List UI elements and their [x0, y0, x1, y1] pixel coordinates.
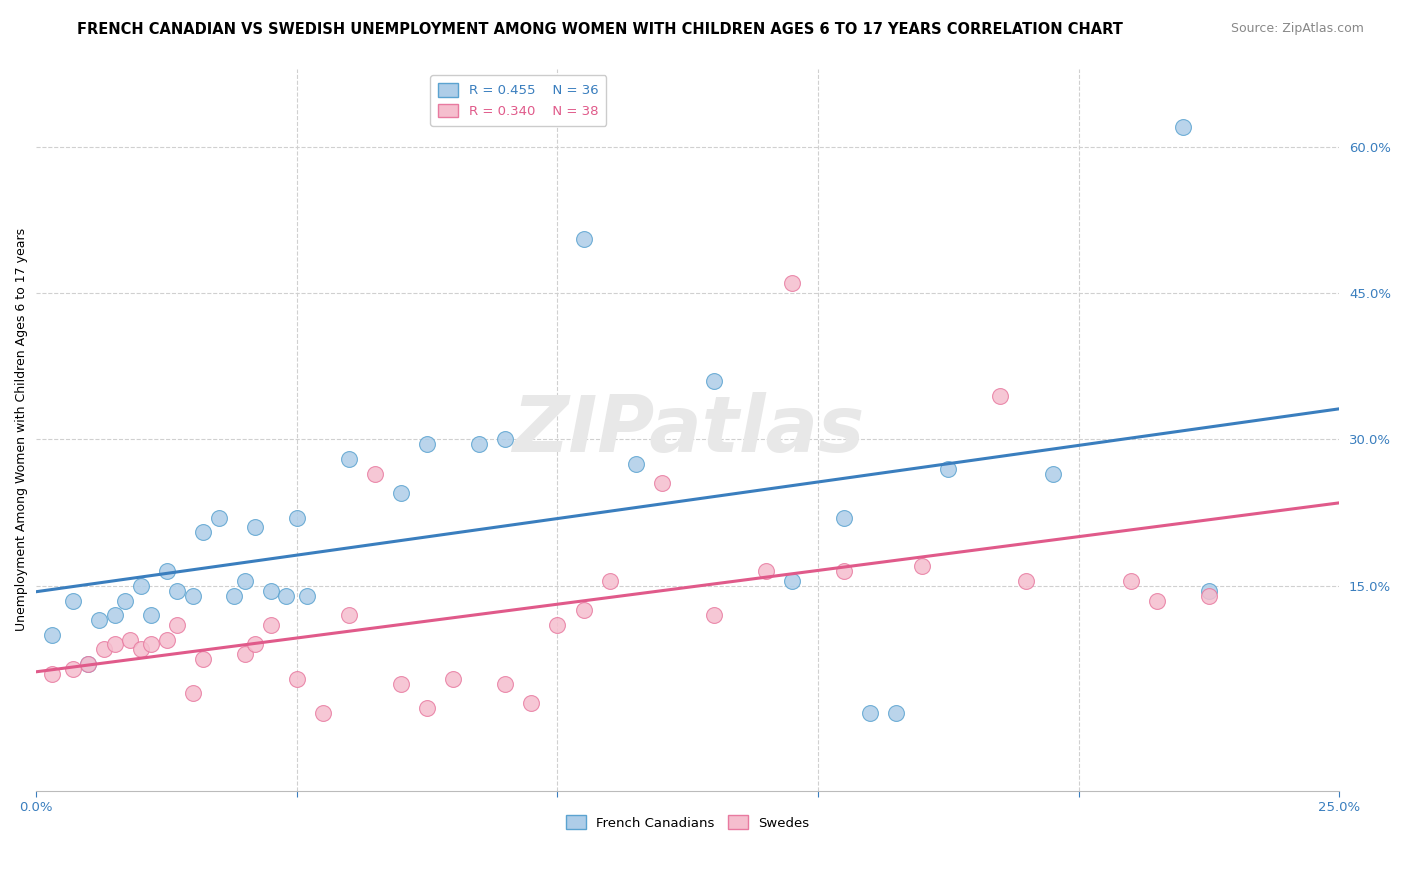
Point — [337, 452, 360, 467]
Point — [859, 706, 882, 720]
Point — [416, 437, 439, 451]
Point — [276, 589, 298, 603]
Point — [260, 583, 283, 598]
Point — [139, 638, 162, 652]
Point — [156, 632, 179, 647]
Point — [87, 613, 110, 627]
Point — [1119, 574, 1142, 588]
Point — [624, 457, 647, 471]
Point — [245, 638, 267, 652]
Point — [181, 589, 204, 603]
Point — [41, 666, 63, 681]
Point — [703, 608, 725, 623]
Point — [1042, 467, 1064, 481]
Point — [1198, 589, 1220, 603]
Point — [62, 662, 84, 676]
Point — [297, 589, 319, 603]
Point — [166, 618, 188, 632]
Text: FRENCH CANADIAN VS SWEDISH UNEMPLOYMENT AMONG WOMEN WITH CHILDREN AGES 6 TO 17 Y: FRENCH CANADIAN VS SWEDISH UNEMPLOYMENT … — [77, 22, 1123, 37]
Point — [703, 374, 725, 388]
Point — [114, 593, 136, 607]
Point — [1171, 120, 1194, 134]
Point — [990, 388, 1012, 402]
Point — [755, 564, 778, 578]
Point — [224, 589, 246, 603]
Point — [884, 706, 907, 720]
Point — [129, 642, 152, 657]
Point — [441, 672, 464, 686]
Point — [832, 510, 855, 524]
Point — [1198, 583, 1220, 598]
Point — [468, 437, 491, 451]
Point — [191, 525, 214, 540]
Point — [191, 652, 214, 666]
Text: ZIPatlas: ZIPatlas — [512, 392, 863, 467]
Point — [389, 676, 412, 690]
Point — [780, 277, 803, 291]
Point — [337, 608, 360, 623]
Point — [572, 232, 595, 246]
Point — [494, 676, 516, 690]
Point — [77, 657, 100, 671]
Legend: French Canadians, Swedes: French Canadians, Swedes — [561, 810, 814, 835]
Point — [599, 574, 621, 588]
Text: Source: ZipAtlas.com: Source: ZipAtlas.com — [1230, 22, 1364, 36]
Point — [93, 642, 115, 657]
Point — [936, 462, 959, 476]
Point — [1146, 593, 1168, 607]
Point — [832, 564, 855, 578]
Point — [41, 628, 63, 642]
Point — [260, 618, 283, 632]
Point — [780, 574, 803, 588]
Point — [233, 574, 256, 588]
Point — [651, 476, 673, 491]
Point — [166, 583, 188, 598]
Point — [546, 618, 568, 632]
Y-axis label: Unemployment Among Women with Children Ages 6 to 17 years: Unemployment Among Women with Children A… — [15, 228, 28, 632]
Point — [285, 510, 308, 524]
Point — [572, 603, 595, 617]
Point — [233, 647, 256, 661]
Point — [364, 467, 387, 481]
Point — [520, 696, 543, 710]
Point — [285, 672, 308, 686]
Point — [181, 686, 204, 700]
Point — [77, 657, 100, 671]
Point — [103, 608, 125, 623]
Point — [245, 520, 267, 534]
Point — [494, 433, 516, 447]
Point — [120, 632, 142, 647]
Point — [208, 510, 231, 524]
Point — [103, 638, 125, 652]
Point — [911, 559, 934, 574]
Point — [312, 706, 335, 720]
Point — [389, 486, 412, 500]
Point — [139, 608, 162, 623]
Point — [62, 593, 84, 607]
Point — [156, 564, 179, 578]
Point — [1015, 574, 1038, 588]
Point — [416, 701, 439, 715]
Point — [129, 579, 152, 593]
